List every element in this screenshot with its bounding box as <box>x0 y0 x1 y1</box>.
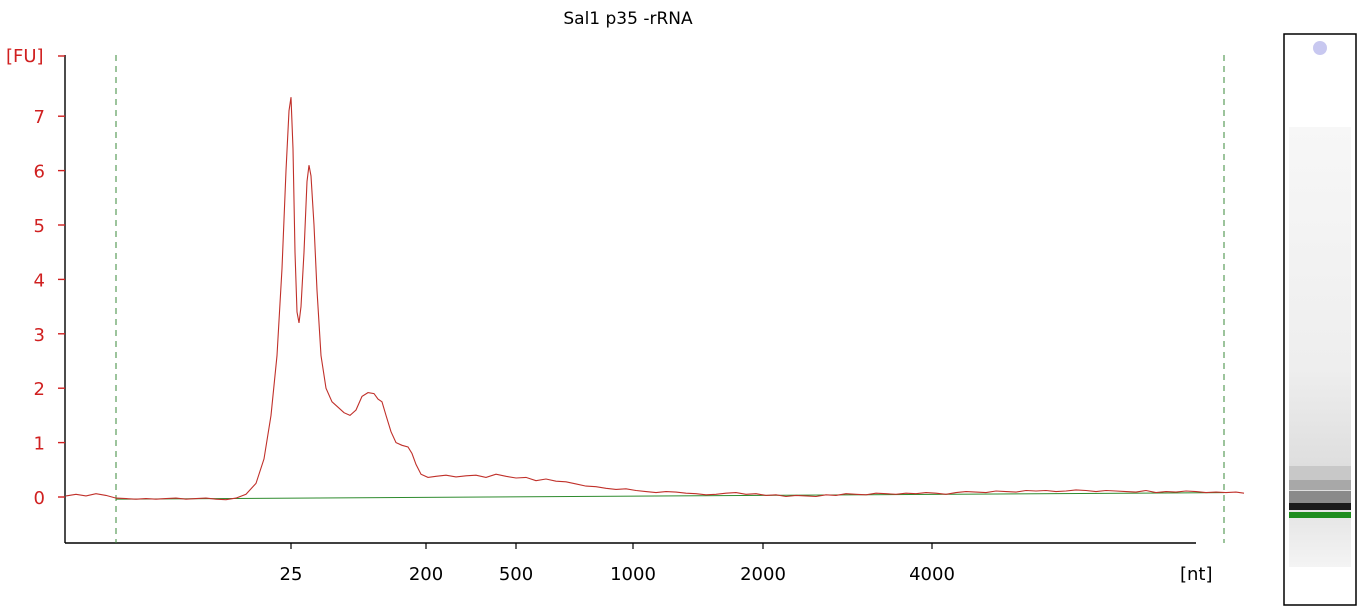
y-axis-unit-label: [FU] <box>6 46 44 67</box>
gel-band-main <box>1289 503 1351 510</box>
chart-title: Sal1 p35 -rRNA <box>563 9 693 29</box>
series-line-trace <box>65 97 1245 501</box>
gel-loading-dot <box>1313 41 1327 55</box>
x-tick-label: 500 <box>499 564 533 585</box>
y-tick-label: 4 <box>34 270 45 291</box>
x-axis-unit-label: [nt] <box>1180 564 1213 585</box>
gel-band-upper <box>1289 491 1351 503</box>
y-tick-label: 2 <box>34 379 45 400</box>
x-tick-label: 2000 <box>740 564 786 585</box>
y-tick-label: 6 <box>34 162 45 183</box>
x-tick-label: 1000 <box>610 564 656 585</box>
y-tick-label: 3 <box>34 325 45 346</box>
x-tick-label: 4000 <box>909 564 955 585</box>
gel-marker-band <box>1289 512 1351 518</box>
y-tick-label: 7 <box>34 107 45 128</box>
y-tick-label: 5 <box>34 216 45 237</box>
gel-band-mid <box>1289 480 1351 490</box>
gel-band-faint <box>1289 466 1351 480</box>
y-tick-label: 1 <box>34 434 45 455</box>
baseline-line <box>115 492 1225 500</box>
x-tick-label: 200 <box>409 564 443 585</box>
gel-lane <box>1283 33 1357 606</box>
x-tick-label: 25 <box>280 564 303 585</box>
y-tick-label: 0 <box>34 488 45 509</box>
plot-area: 0 1 2 3 4 5 6 7 25 200 500 1000 2000 4000 <box>34 55 1245 585</box>
